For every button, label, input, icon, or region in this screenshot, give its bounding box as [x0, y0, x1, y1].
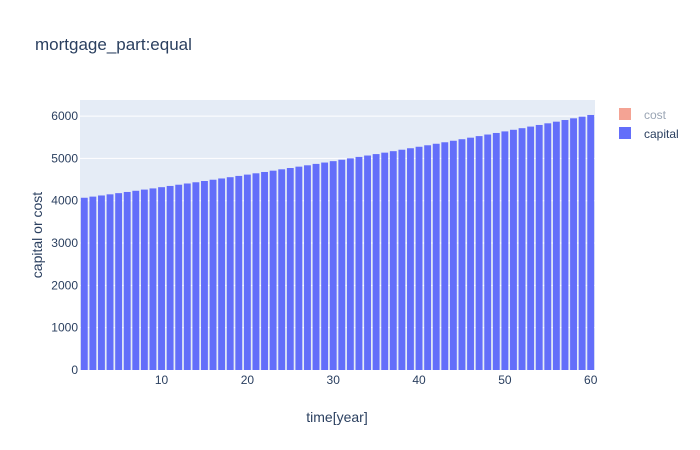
bar-capital[interactable] — [321, 162, 329, 370]
bar-capital[interactable] — [106, 194, 114, 370]
bar-capital[interactable] — [278, 169, 286, 370]
bar-capital[interactable] — [140, 189, 148, 370]
bar-capital[interactable] — [578, 116, 586, 370]
bar-capital[interactable] — [424, 145, 432, 370]
bar-capital[interactable] — [381, 152, 389, 370]
bar-capital[interactable] — [561, 120, 569, 370]
x-tick-label: 40 — [412, 373, 426, 387]
bar-capital[interactable] — [552, 121, 560, 370]
y-tick-label: 2000 — [51, 278, 78, 292]
bars — [80, 114, 595, 371]
x-tick-label: 50 — [498, 373, 512, 387]
bar-capital[interactable] — [398, 149, 406, 370]
bar-capital[interactable] — [80, 197, 88, 370]
legend-item-cost[interactable]: cost — [619, 108, 667, 122]
bar-capital[interactable] — [518, 128, 526, 370]
bar-capital[interactable] — [218, 178, 226, 370]
bar-capital[interactable] — [183, 183, 191, 370]
bar-capital[interactable] — [346, 158, 354, 370]
chart-title: mortgage_part:equal — [35, 35, 192, 54]
bar-capital[interactable] — [467, 137, 474, 370]
legend-swatch-capital — [619, 127, 631, 139]
plot-area — [80, 100, 595, 370]
bar-capital[interactable] — [535, 124, 543, 370]
legend-label-capital: capital — [644, 127, 679, 141]
bar-capital[interactable] — [415, 146, 423, 370]
bar-capital[interactable] — [115, 193, 123, 370]
bar-capital[interactable] — [201, 181, 208, 370]
bar-capital[interactable] — [175, 184, 183, 370]
bar-capital[interactable] — [364, 155, 371, 370]
x-tick-label: 30 — [327, 373, 341, 387]
legend-label-cost: cost — [644, 108, 667, 122]
y-tick-label: 6000 — [51, 109, 78, 123]
bar-capital[interactable] — [286, 168, 294, 370]
bar-capital[interactable] — [355, 156, 363, 370]
bar-capital[interactable] — [304, 165, 311, 370]
y-tick-label: 3000 — [51, 236, 78, 250]
bar-capital[interactable] — [475, 136, 483, 370]
bar-capital[interactable] — [269, 170, 277, 370]
bar-capital[interactable] — [261, 171, 268, 370]
bar-capital[interactable] — [570, 118, 577, 370]
legend-item-capital[interactable]: capital — [619, 127, 679, 141]
legend[interactable]: cost capital — [619, 108, 679, 141]
bar-capital[interactable] — [587, 114, 595, 370]
bar-capital[interactable] — [484, 134, 492, 370]
y-tick-label: 5000 — [51, 151, 78, 165]
bar-capital[interactable] — [407, 148, 414, 370]
bar-capital[interactable] — [132, 190, 140, 370]
bar-capital[interactable] — [527, 126, 535, 370]
x-axis-ticks: 10 20 30 40 50 60 — [155, 373, 598, 387]
bar-capital[interactable] — [501, 131, 509, 370]
y-axis-ticks: 0 1000 2000 3000 4000 5000 6000 — [51, 109, 78, 377]
y-axis-title: capital or cost — [29, 192, 45, 278]
bar-capital[interactable] — [544, 123, 552, 371]
bar-capital[interactable] — [389, 151, 397, 370]
bar-capital[interactable] — [158, 187, 165, 370]
bar-capital[interactable] — [329, 161, 337, 370]
y-tick-label: 4000 — [51, 194, 78, 208]
bar-capital[interactable] — [441, 142, 449, 370]
bar-capital[interactable] — [235, 175, 243, 370]
x-tick-label: 20 — [241, 373, 255, 387]
bar-capital[interactable] — [295, 166, 303, 370]
bar-capital[interactable] — [89, 196, 97, 370]
bar-capital[interactable] — [458, 139, 466, 370]
bar-capital[interactable] — [252, 173, 260, 370]
legend-swatch-cost — [619, 108, 631, 120]
y-tick-label: 1000 — [51, 321, 78, 335]
bar-capital[interactable] — [338, 159, 346, 370]
bar-capital[interactable] — [449, 140, 457, 370]
bar-capital[interactable] — [492, 132, 500, 370]
bar-capital[interactable] — [98, 195, 105, 370]
x-tick-label: 10 — [155, 373, 169, 387]
x-axis-title: time[year] — [306, 409, 367, 425]
bar-capital[interactable] — [123, 191, 131, 370]
gridlines — [80, 115, 595, 329]
bar-capital[interactable] — [209, 179, 217, 370]
bar-capital[interactable] — [510, 129, 517, 370]
bar-capital[interactable] — [149, 188, 157, 370]
bar-capital[interactable] — [243, 174, 251, 370]
bar-capital[interactable] — [192, 182, 200, 370]
bar-capital[interactable] — [226, 177, 234, 370]
bar-capital[interactable] — [372, 154, 380, 370]
bar-capital[interactable] — [312, 163, 320, 370]
bar-capital[interactable] — [432, 143, 440, 370]
bar-capital[interactable] — [166, 185, 174, 370]
y-tick-label: 0 — [71, 363, 78, 377]
x-tick-label: 60 — [584, 373, 598, 387]
